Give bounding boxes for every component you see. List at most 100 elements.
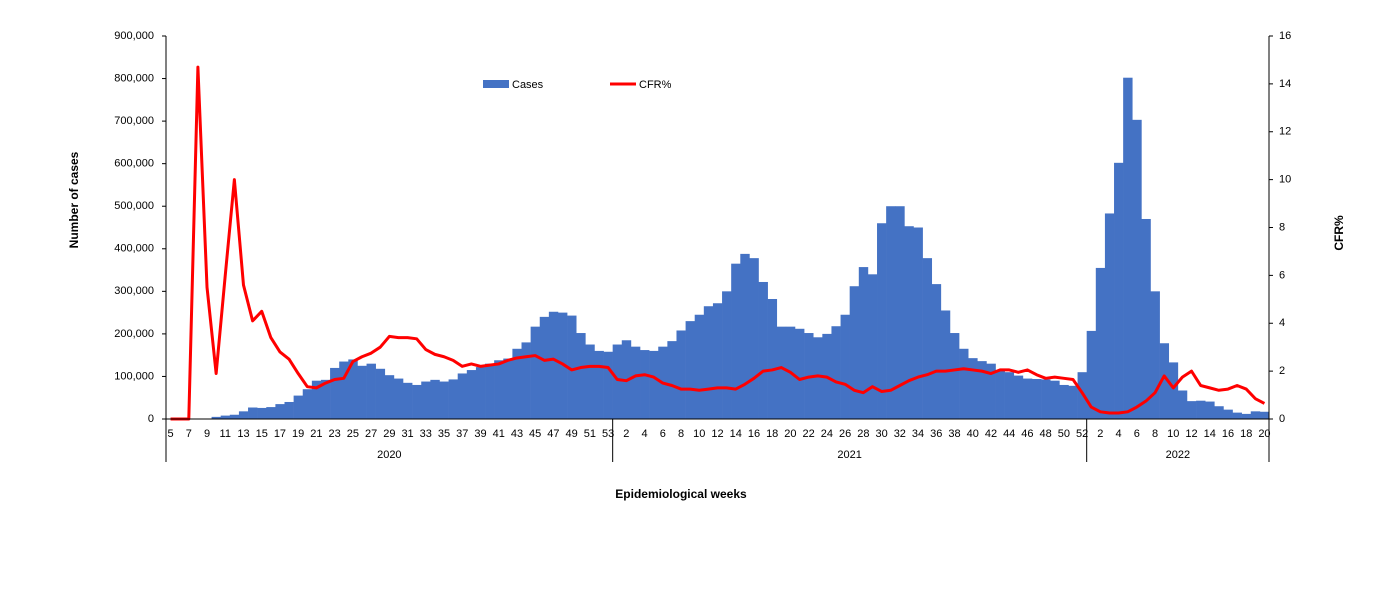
x-tick-label: 5 [167,428,173,440]
y-tick-label: 800,000 [114,72,154,84]
bar [421,381,431,419]
bar [1104,213,1115,419]
bar [931,284,942,419]
bar [977,361,987,419]
bar [676,330,686,419]
x-tick-label: 17 [274,428,286,440]
x-tick-label: 20 [1258,428,1270,440]
bar [722,291,732,419]
bar [649,350,659,419]
x-tick-label: 6 [1134,428,1140,440]
y2-tick-label: 16 [1279,30,1291,42]
bar [1177,390,1188,419]
x-tick-label: 27 [365,428,377,440]
x-tick-label: 32 [894,428,906,440]
bar [849,286,860,419]
bar [466,370,477,419]
x-tick-label: 8 [1152,428,1158,440]
bar [512,348,522,419]
x-tick-label: 36 [930,428,942,440]
bar [794,328,805,419]
bar [840,314,850,419]
bar [1022,378,1033,419]
y-tick-label: 700,000 [114,115,154,127]
bar [311,380,322,419]
bar [503,358,513,419]
x-tick-label: 40 [967,428,979,440]
x-tick-label: 39 [474,428,486,440]
x-tick-label: 52 [1076,428,1088,440]
bar [1068,385,1078,419]
bar [630,346,641,419]
x-tick-label: 28 [857,428,869,440]
bar [248,407,258,419]
bar [530,326,541,419]
bar [393,378,404,419]
bar [229,414,240,419]
bar [494,360,504,419]
x-tick-label: 37 [456,428,468,440]
bar [293,395,304,419]
bar [1241,413,1252,419]
bar [320,379,331,419]
x-tick-label: 29 [383,428,395,440]
x-tick-label: 18 [1240,428,1252,440]
x-axis-title: Epidemiological weeks [615,487,747,501]
bar [731,263,741,419]
bar [867,274,878,419]
bar [1095,267,1106,419]
y-tick-label: 300,000 [114,285,154,297]
bar [330,367,340,419]
bar [366,363,376,419]
bar [1041,379,1051,419]
legend-label: CFR% [639,79,672,91]
bar [949,333,960,419]
bar [439,381,449,419]
bar [877,223,887,419]
bar [813,337,823,419]
x-tick-label: 8 [678,428,684,440]
bar [1031,378,1042,419]
bar [904,226,914,419]
y-tick-label: 200,000 [114,328,154,340]
bar [740,253,750,419]
y-tick-label: 400,000 [114,243,154,255]
bar [257,407,267,419]
bar [576,333,586,419]
x-tick-label: 44 [1003,428,1015,440]
bar [521,342,531,419]
bar [384,375,395,419]
x-tick-label: 23 [329,428,341,440]
x-tick-label: 14 [1204,428,1216,440]
bar [1050,380,1060,419]
x-tick-label: 35 [438,428,450,440]
bar [375,368,386,419]
bar [412,384,422,419]
bar [1123,77,1133,420]
bar [1223,409,1233,419]
bar [694,314,705,419]
bar [940,310,951,419]
x-tick-label: 50 [1058,428,1070,440]
bar [1214,406,1224,419]
bar [211,416,221,419]
bar [1132,119,1142,419]
x-tick-label: 41 [493,428,505,440]
x-tick-label: 30 [875,428,887,440]
bar [1168,362,1179,419]
x-tick-label: 53 [602,428,614,440]
bar [1186,401,1197,419]
bar [448,379,459,419]
bar [995,370,1005,419]
x-tick-label: 51 [584,428,596,440]
bar [1004,372,1015,419]
y-tick-label: 100,000 [114,370,154,382]
bar [348,359,358,419]
bar [548,311,559,419]
bar [275,404,285,419]
y-tick-label: 900,000 [114,30,154,42]
bar [959,348,969,419]
x-tick-label: 6 [660,428,666,440]
bar [1250,411,1261,419]
